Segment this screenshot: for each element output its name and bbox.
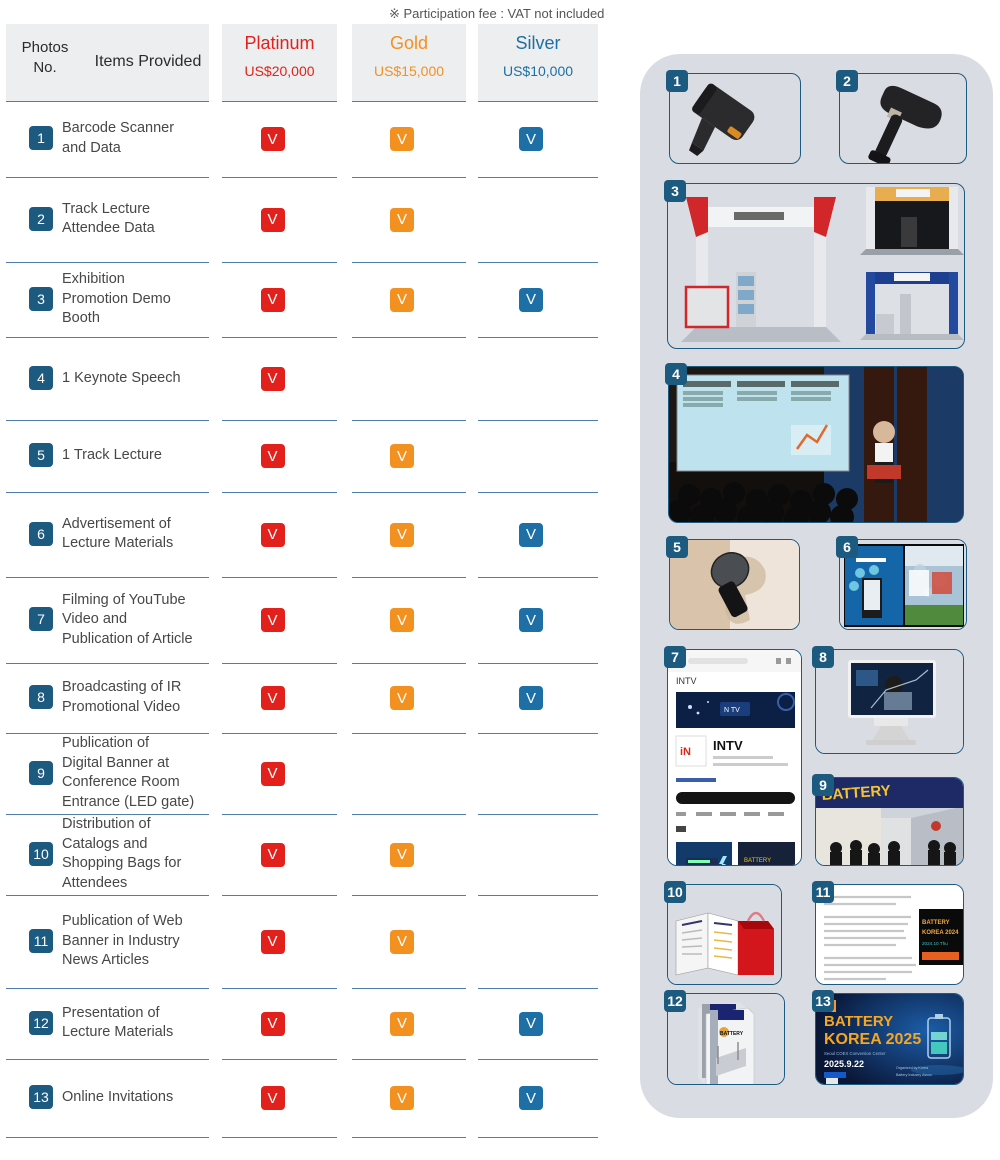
svg-text:2024.10.Thu: 2024.10.Thu <box>922 941 948 946</box>
svg-text:N TV: N TV <box>724 707 740 714</box>
svg-text:KOREA 2024: KOREA 2024 <box>922 930 959 936</box>
svg-text:INTV: INTV <box>676 676 697 686</box>
svg-text:BATTERY: BATTERY <box>744 858 771 864</box>
svg-text:Organized by Korea: Organized by Korea <box>896 1066 928 1070</box>
svg-text:BATTERY: BATTERY <box>720 1031 744 1037</box>
svg-text:BATTERY: BATTERY <box>922 920 950 926</box>
svg-text:Battery Industry Assoc.: Battery Industry Assoc. <box>896 1073 933 1077</box>
svg-text:Seoul COEX Convention Center: Seoul COEX Convention Center <box>824 1051 886 1056</box>
svg-text:iN: iN <box>680 746 691 758</box>
svg-text:INTV: INTV <box>713 738 743 753</box>
svg-text:KOREA 2025: KOREA 2025 <box>824 1031 921 1048</box>
svg-text:BATTERY: BATTERY <box>824 1013 893 1030</box>
svg-text:2025.9.22: 2025.9.22 <box>824 1059 864 1069</box>
